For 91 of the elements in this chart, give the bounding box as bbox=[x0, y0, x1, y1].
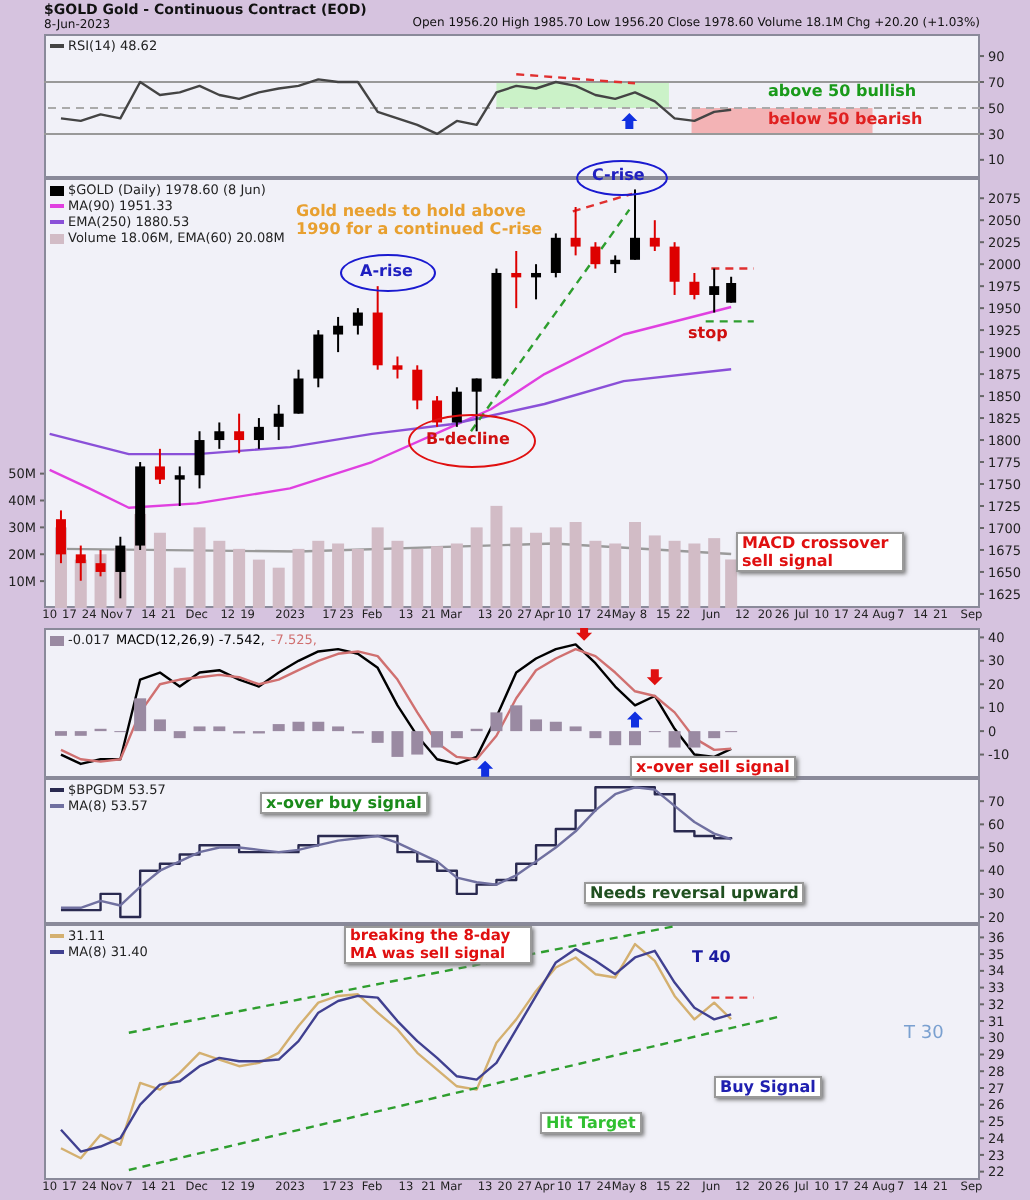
bar bbox=[371, 731, 384, 743]
bar bbox=[549, 721, 562, 732]
candlestick bbox=[313, 329, 324, 389]
bar bbox=[530, 719, 543, 732]
bar bbox=[213, 726, 226, 732]
candlestick bbox=[194, 430, 205, 490]
bar bbox=[233, 548, 246, 608]
annotation: A-rise bbox=[360, 262, 413, 281]
bar bbox=[312, 540, 325, 608]
candlestick bbox=[234, 412, 245, 455]
bar bbox=[490, 712, 503, 732]
bar bbox=[450, 731, 463, 739]
annotation: above 50 bullish bbox=[768, 82, 917, 101]
bar bbox=[252, 559, 265, 608]
bar bbox=[629, 731, 642, 746]
annotation: below 50 bearish bbox=[768, 110, 923, 129]
bar bbox=[292, 548, 305, 608]
bar bbox=[549, 527, 562, 608]
candlestick bbox=[352, 307, 363, 336]
line-series bbox=[48, 305, 733, 509]
bar bbox=[609, 731, 622, 746]
bar bbox=[589, 731, 602, 739]
annotation: stop bbox=[688, 324, 728, 343]
bar bbox=[371, 527, 384, 608]
bar bbox=[510, 527, 523, 608]
bar bbox=[668, 540, 681, 608]
bar bbox=[391, 731, 404, 757]
bar bbox=[332, 726, 345, 732]
bar bbox=[134, 698, 147, 732]
bar bbox=[530, 532, 543, 608]
bar bbox=[312, 721, 325, 732]
candlestick bbox=[590, 241, 601, 270]
candlestick bbox=[511, 249, 522, 310]
candlestick bbox=[154, 447, 165, 486]
bar bbox=[450, 543, 463, 608]
bar bbox=[391, 540, 404, 608]
candlestick bbox=[392, 355, 403, 380]
bar bbox=[510, 705, 523, 732]
bar bbox=[213, 540, 226, 608]
bar bbox=[569, 726, 582, 732]
candlestick bbox=[570, 206, 581, 257]
candlestick bbox=[412, 364, 423, 411]
bar bbox=[688, 731, 701, 748]
bar bbox=[609, 543, 622, 608]
candlestick bbox=[709, 267, 720, 314]
bar bbox=[688, 543, 701, 608]
bar bbox=[470, 527, 483, 608]
bar bbox=[193, 726, 206, 732]
candlestick bbox=[550, 232, 561, 279]
annotation: T 40 bbox=[692, 948, 731, 967]
candlestick bbox=[649, 219, 660, 252]
candlestick bbox=[273, 403, 284, 442]
candlestick bbox=[174, 465, 185, 507]
bar bbox=[569, 522, 582, 608]
bar bbox=[668, 731, 681, 748]
bar bbox=[292, 721, 305, 732]
bar bbox=[490, 505, 503, 608]
bar bbox=[272, 724, 285, 732]
annotation: Gold needs to hold above 1990 for a continued C-rise bbox=[296, 202, 545, 239]
line-series bbox=[59, 78, 733, 136]
bar bbox=[589, 540, 602, 608]
candlestick bbox=[630, 188, 641, 261]
bar bbox=[431, 731, 444, 748]
bar bbox=[708, 538, 721, 608]
bar bbox=[411, 548, 424, 608]
candlestick bbox=[293, 368, 304, 415]
bar bbox=[629, 522, 642, 608]
bar bbox=[351, 548, 364, 608]
bar bbox=[153, 719, 166, 732]
bar bbox=[153, 532, 166, 608]
bar bbox=[332, 543, 345, 608]
bar bbox=[173, 567, 186, 608]
candlestick bbox=[214, 421, 225, 450]
annotation: C-rise bbox=[592, 166, 645, 185]
bar bbox=[725, 559, 738, 608]
bar bbox=[272, 567, 285, 608]
candlestick bbox=[531, 263, 542, 301]
candlestick bbox=[726, 275, 737, 304]
bar bbox=[411, 731, 424, 755]
candlestick bbox=[669, 241, 680, 296]
bar bbox=[193, 527, 206, 608]
bar bbox=[708, 731, 721, 739]
bar bbox=[648, 535, 661, 608]
candlestick bbox=[471, 377, 482, 433]
candlestick bbox=[253, 417, 264, 450]
candlestick bbox=[689, 271, 700, 301]
bar bbox=[431, 546, 444, 608]
candlestick bbox=[333, 315, 344, 354]
bar bbox=[173, 731, 186, 739]
annotation: T 30 bbox=[904, 1024, 944, 1045]
annotation: B-decline bbox=[426, 430, 510, 449]
